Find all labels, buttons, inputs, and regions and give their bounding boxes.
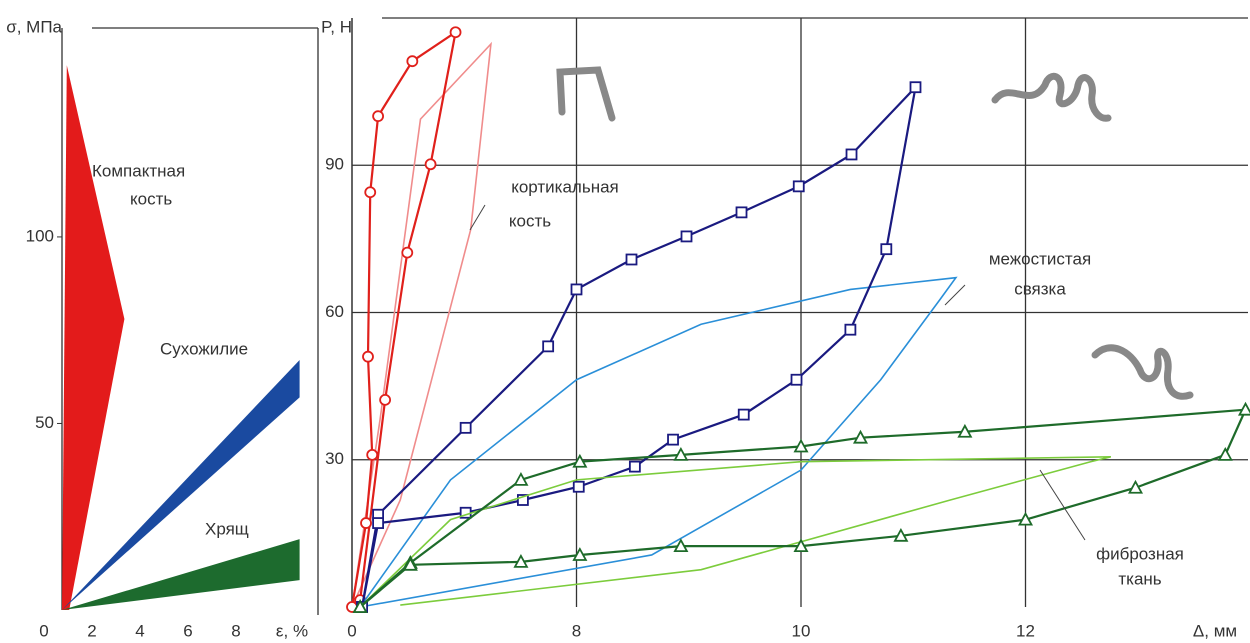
leaders [469, 204, 1086, 541]
marker [957, 423, 973, 438]
x-tick-label: 4 [135, 621, 144, 640]
x-tick-label: 8 [572, 621, 581, 640]
marker [424, 158, 437, 171]
curve [351, 41, 492, 608]
marker [372, 517, 384, 529]
curve [350, 29, 458, 608]
annotation: Хрящ [205, 519, 249, 538]
marker [362, 350, 374, 363]
x-axis-label: Δ, мм [1193, 621, 1237, 640]
marker [673, 446, 689, 461]
marker [625, 253, 638, 266]
marker [793, 438, 809, 453]
marker [364, 186, 377, 199]
curve [359, 408, 1248, 608]
marker [1237, 401, 1250, 416]
marker [372, 110, 384, 123]
annotation: межостистая [989, 249, 1091, 268]
marker [513, 471, 529, 486]
annotation: ткань [1118, 569, 1161, 588]
marker [513, 553, 529, 568]
x-tick-label: 2 [87, 621, 96, 640]
marker [570, 283, 583, 296]
marker [793, 538, 809, 553]
coil-icon [991, 72, 1112, 122]
marker [667, 433, 679, 446]
curve [359, 276, 958, 608]
marker [1017, 511, 1034, 526]
x-tick-label: 8 [231, 621, 240, 640]
marker [844, 323, 857, 336]
annotation: фиброзная [1096, 544, 1184, 563]
annotation: кость [130, 189, 172, 208]
leader-line [944, 284, 966, 306]
marker [673, 538, 689, 553]
marker [628, 460, 641, 473]
marker [401, 246, 414, 259]
x-axis-label: ε, % [276, 621, 308, 640]
annotation: кортикальная [511, 177, 619, 196]
y-axis-label: σ, МПа [6, 17, 62, 36]
marker [542, 340, 555, 353]
area [62, 539, 300, 610]
y-tick-label: 30 [325, 449, 344, 468]
marker [680, 230, 693, 243]
marker [459, 421, 472, 434]
annotation: кость [509, 211, 551, 230]
x-tick-label: 6 [183, 621, 192, 640]
coil-icon [1091, 344, 1194, 400]
y-axis-label: P, Н [321, 17, 352, 36]
marker [880, 243, 893, 256]
marker [909, 81, 922, 94]
area [62, 360, 300, 610]
marker [360, 517, 372, 529]
marker [572, 453, 588, 468]
marker [1217, 446, 1233, 461]
y-tick-label: 100 [26, 226, 54, 245]
curve [359, 456, 1111, 608]
x-tick-label: 10 [792, 621, 811, 640]
marker [406, 55, 419, 68]
marker [1127, 479, 1144, 494]
marker [845, 148, 858, 161]
y-tick-label: 50 [35, 413, 54, 432]
marker [449, 26, 462, 39]
curve [361, 83, 918, 608]
staple-icon [556, 66, 616, 122]
marker [852, 429, 869, 444]
marker [737, 408, 750, 421]
marker [792, 180, 805, 193]
y-tick-label: 60 [325, 302, 344, 321]
x-tick-label: 0 [347, 621, 356, 640]
leader-line [469, 204, 486, 231]
leader-line [1039, 469, 1086, 541]
marker [517, 494, 529, 506]
marker [352, 599, 368, 613]
annotation: Сухожилие [160, 339, 248, 358]
marker [402, 556, 418, 571]
marker [572, 480, 585, 493]
y-tick-label: 90 [325, 155, 344, 174]
annotation: связка [1014, 279, 1066, 298]
icons [556, 66, 1194, 400]
marker [735, 206, 748, 219]
marker [572, 547, 588, 561]
marker [790, 373, 803, 386]
x-tick-label: 0 [39, 621, 48, 640]
marker [893, 527, 909, 542]
x-tick-label: 12 [1016, 621, 1035, 640]
marker [379, 393, 392, 406]
marker [366, 448, 379, 461]
annotation: Компактная [92, 161, 185, 180]
area [62, 65, 125, 611]
